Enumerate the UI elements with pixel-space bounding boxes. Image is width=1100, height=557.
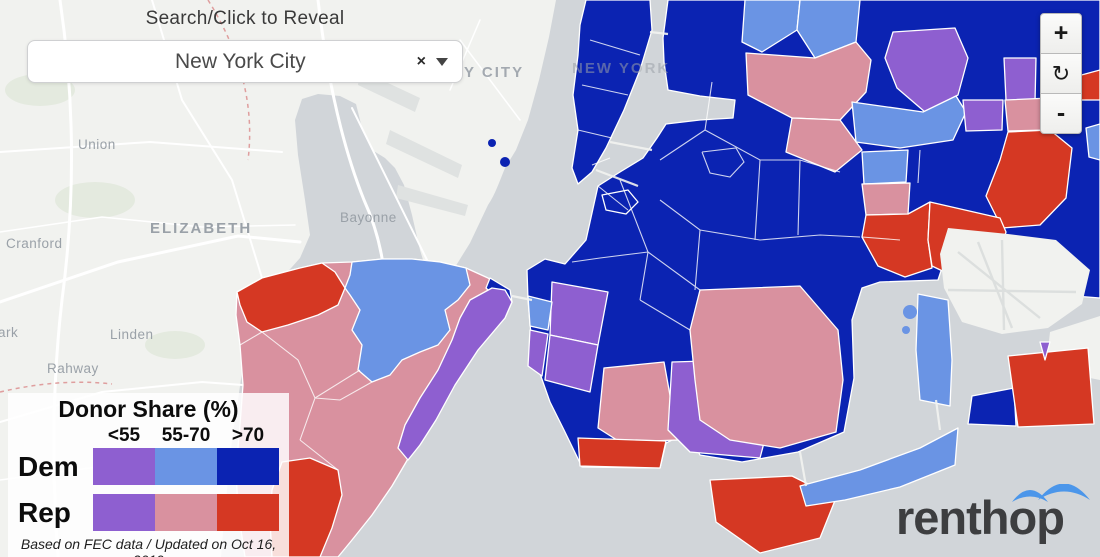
district-pockets — [527, 0, 1100, 469]
legend-swatch-rep-lt55 — [93, 494, 155, 531]
district-pocket[interactable] — [1085, 123, 1100, 161]
district-pocket[interactable] — [785, 117, 863, 173]
map-label-elizabeth: ELIZABETH — [150, 220, 252, 237]
legend-col-header: 55-70 — [161, 425, 211, 446]
district-staten-north[interactable] — [236, 262, 346, 333]
map-label-cranford: Cranford — [6, 236, 63, 251]
bridges — [511, 30, 942, 487]
map-labels: NEWARK Y CITY NEW YORK Union ELIZABETH B… — [0, 40, 670, 376]
legend-grid: <55 55-70 >70 Dem Rep — [8, 424, 289, 531]
district-pocket[interactable] — [851, 95, 967, 149]
hop-arc-large-icon — [1038, 483, 1090, 500]
district-pocket[interactable] — [1039, 341, 1051, 361]
map-label-new-york: NEW YORK — [572, 60, 670, 77]
district-pocket[interactable] — [741, 0, 801, 53]
reset-view-button[interactable]: ↻ — [1040, 53, 1082, 94]
map-label-linden: Linden — [110, 327, 154, 342]
district-staten-island — [235, 258, 513, 557]
legend-title: Donor Share (%) — [58, 396, 239, 422]
legend-row-label-rep: Rep — [18, 497, 71, 528]
legend-swatch-rep-55-70 — [155, 494, 217, 531]
district-staten-northeast[interactable] — [344, 258, 471, 383]
map-label-jersey-city: Y CITY — [464, 64, 524, 81]
district-pocket[interactable] — [1003, 57, 1037, 103]
map-label-clark: ark — [0, 325, 18, 340]
legend-swatch-dem-gt70 — [217, 448, 279, 485]
location-select[interactable]: New York City × — [27, 40, 463, 83]
renthop-logo: renthop — [896, 483, 1090, 544]
district-staten-east[interactable] — [397, 287, 513, 461]
hop-arc-small-icon — [1012, 490, 1048, 502]
map-label-union: Union — [78, 137, 116, 152]
legend-col-header: >70 — [231, 425, 265, 446]
dropdown-caret-icon[interactable] — [436, 57, 448, 66]
district-rockaway-mid[interactable] — [967, 387, 1017, 427]
clear-icon[interactable]: × — [416, 52, 426, 70]
legend-row-label-dem: Dem — [18, 451, 79, 482]
district-borders — [571, 39, 921, 331]
district-ozone-park[interactable] — [985, 129, 1073, 229]
zoom-in-button[interactable]: + — [1040, 13, 1082, 54]
search-title: Search/Click to Reveal — [145, 8, 345, 29]
district-flatlands[interactable] — [689, 285, 844, 449]
district-rockaway-east[interactable] — [1007, 347, 1095, 428]
district-gravesend[interactable] — [577, 437, 667, 469]
selected-location: New York City — [174, 49, 306, 73]
map-label-rahway: Rahway — [47, 361, 99, 376]
legend-footnote: Based on FEC data / Updated on Oct 16, 2… — [20, 536, 277, 557]
district-ellis-island[interactable] — [500, 157, 510, 167]
district-pocket[interactable] — [527, 329, 549, 377]
legend-col-header: <55 — [107, 425, 141, 446]
district-peninsulas — [709, 293, 1095, 554]
district-liberty-island[interactable] — [488, 139, 496, 147]
district-pocket[interactable] — [861, 149, 909, 185]
district-pocket[interactable] — [549, 281, 609, 346]
legend-panel: Donor Share (%) <55 55-70 >70 Dem Rep Ba… — [8, 393, 289, 557]
district-pocket[interactable] — [861, 182, 911, 216]
district-pocket[interactable] — [544, 334, 599, 393]
district-pocket[interactable] — [527, 295, 553, 331]
legend-swatch-dem-lt55 — [93, 448, 155, 485]
legend-swatch-dem-55-70 — [155, 448, 217, 485]
search-panel: Search/Click to Reveal New York City × — [27, 8, 463, 83]
brand-logo-text: renthop — [896, 491, 1064, 544]
zoom-out-button[interactable]: - — [1040, 93, 1082, 134]
district-broad-channel[interactable] — [915, 293, 953, 407]
legend-swatch-rep-gt70 — [217, 494, 279, 531]
district-pocket[interactable] — [597, 361, 679, 443]
district-pocket[interactable] — [745, 41, 872, 121]
district-pocket[interactable] — [962, 99, 1004, 132]
map-zoom-controls: + ↻ - — [1040, 13, 1082, 134]
map-label-bayonne: Bayonne — [340, 210, 397, 225]
brand-logo: renthop — [896, 483, 1092, 549]
district-rockaway-west[interactable] — [799, 427, 959, 507]
staten-borders — [239, 331, 373, 471]
